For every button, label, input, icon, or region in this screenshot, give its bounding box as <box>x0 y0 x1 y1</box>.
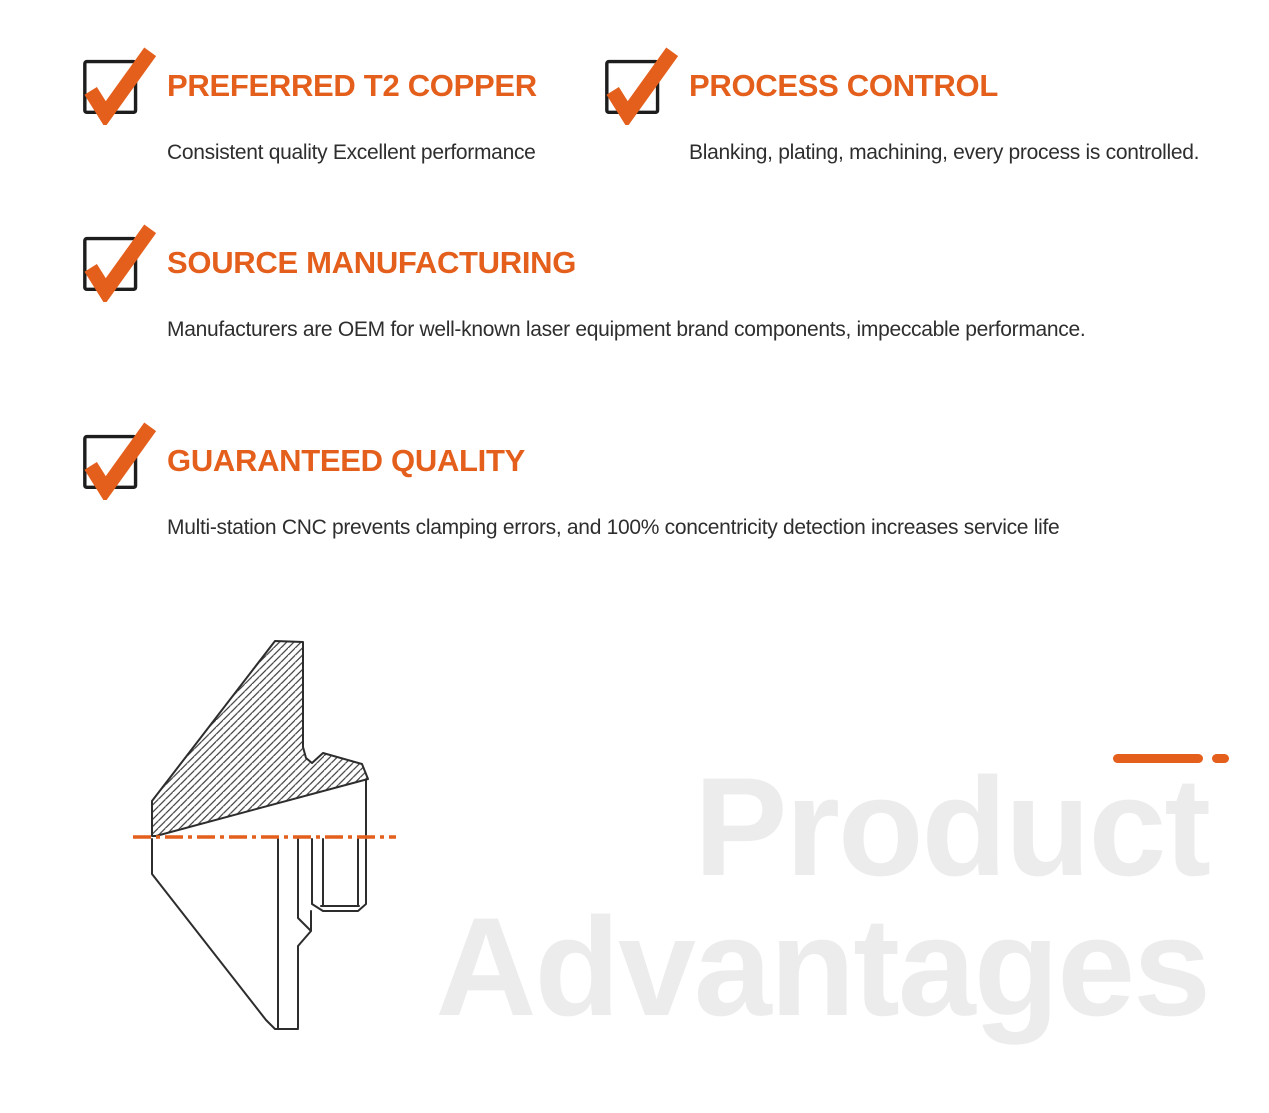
feature-title: SOURCE MANUFACTURING <box>167 244 577 280</box>
feature-source-manufacturing: SOURCE MANUFACTURING Manufacturers are O… <box>80 222 1086 342</box>
feature-process-control: PROCESS CONTROL Blanking, plating, machi… <box>602 45 1200 165</box>
checked-checkbox-icon <box>605 47 678 125</box>
accent-dot-icon <box>1212 754 1229 763</box>
feature-description: Blanking, plating, machining, every proc… <box>689 141 1200 164</box>
feature-preferred-t2-copper: PREFERRED T2 COPPER Consistent quality E… <box>80 45 537 165</box>
feature-description: Consistent quality Excellent performance <box>167 141 536 164</box>
watermark-line-1: Product <box>694 748 1211 905</box>
lower-outline-shape <box>151 779 367 1030</box>
feature-guaranteed-quality: GUARANTEED QUALITY Multi-station CNC pre… <box>80 420 1060 540</box>
watermark-text: Product Advantages <box>435 748 1211 1045</box>
accent-dash-icon <box>1113 754 1203 763</box>
feature-title: PREFERRED T2 COPPER <box>167 67 537 103</box>
nozzle-cross-section-drawing <box>133 640 396 1030</box>
checked-checkbox-icon <box>83 224 156 302</box>
checked-checkbox-icon <box>83 422 156 500</box>
feature-head: PROCESS CONTROL <box>602 45 1199 125</box>
feature-description: Manufacturers are OEM for well-known las… <box>167 318 1086 341</box>
hatched-section-shape <box>151 640 369 837</box>
feature-description: Multi-station CNC prevents clamping erro… <box>167 516 1060 539</box>
feature-title: PROCESS CONTROL <box>689 67 998 103</box>
feature-head: GUARANTEED QUALITY <box>80 420 1059 500</box>
feature-head: PREFERRED T2 COPPER <box>80 45 537 125</box>
watermark-line-2: Advantages <box>435 888 1211 1045</box>
checked-checkbox-icon <box>83 47 156 125</box>
feature-head: SOURCE MANUFACTURING <box>80 222 1085 302</box>
feature-title: GUARANTEED QUALITY <box>167 442 525 478</box>
